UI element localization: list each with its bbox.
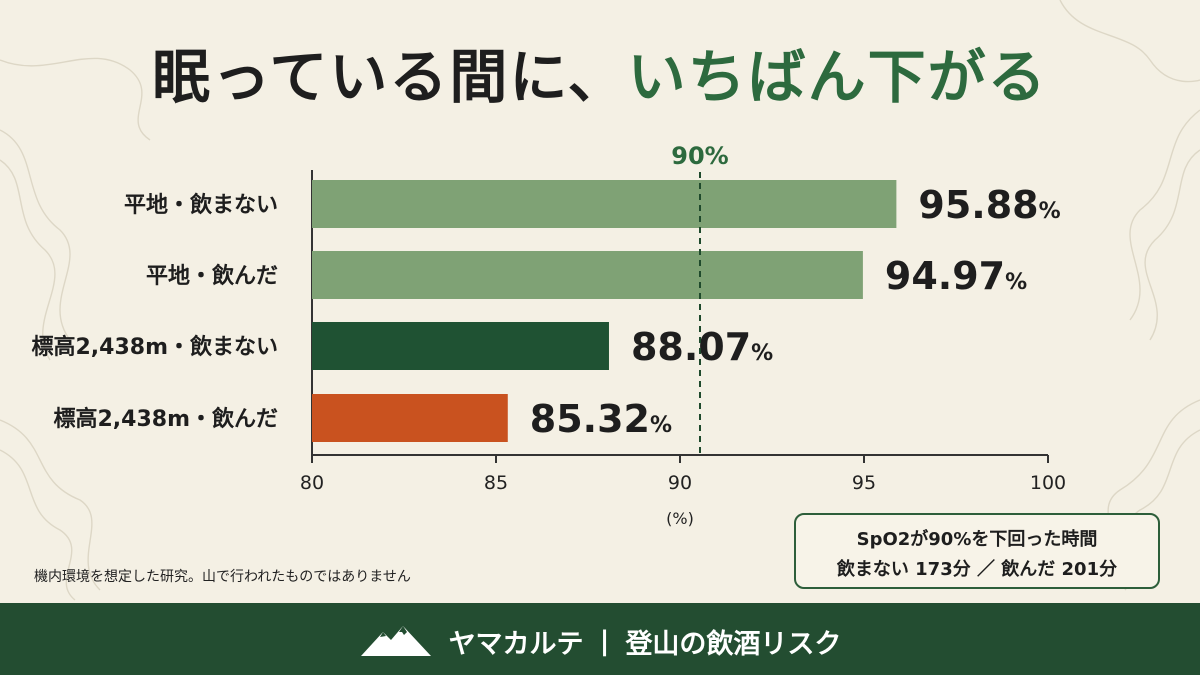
bar [312,394,508,442]
data-label-value: 85.32 [530,397,650,441]
footer-tagline: 登山の飲酒リスク [625,628,842,660]
data-label-unit: % [1039,199,1061,224]
category-label: 平地・飲んだ [146,263,278,289]
mountain-icon [359,624,433,658]
reference-line-label: 90% [671,142,728,170]
callout-line2: 飲まない 173分 ／ 飲んだ 201分 [836,559,1118,580]
data-label-unit: % [650,413,672,438]
data-label-unit: % [751,341,773,366]
data-label: 94.97% [885,254,1027,298]
x-tick-label: 80 [300,472,324,494]
title-part-main: 眠っている間に、 [152,43,628,111]
bar-chart: 80 85 90 95 100 (%) 平地・飲まない 95.88% 平地・飲んだ 94.97% 標… [31,142,1066,528]
data-label-value: 94.97 [885,254,1005,298]
page-title: 眠っている間に、いちばん下がる [0,30,1200,114]
category-label: 平地・飲まない [124,192,278,218]
callout-line1: SpO2が90%を下回った時間 [856,529,1098,550]
bar [312,180,897,228]
bar [312,322,609,370]
title-part-accent: いちばん下がる [627,43,1048,111]
callout-box: SpO2が90%を下回った時間 飲まない 173分 ／ 飲んだ 201分 [794,513,1160,589]
footer-bar: ヤマカルテ | 登山の飲酒リスク [0,603,1200,675]
category-label: 標高2,438m・飲まない [31,334,278,360]
data-label-unit: % [1005,270,1027,295]
category-label: 標高2,438m・飲んだ [53,406,278,432]
data-label-value: 95.88 [918,183,1038,227]
data-label: 88.07% [631,325,773,369]
data-label: 95.88% [918,183,1060,227]
x-axis-label: (%) [666,509,694,528]
footer-separator: | [599,625,610,657]
bar [312,251,863,299]
data-label: 85.32% [530,397,672,441]
data-label-value: 88.07 [631,325,751,369]
x-tick-label: 100 [1030,472,1066,494]
x-tick-label: 90 [668,472,692,494]
x-tick-label: 85 [484,472,508,494]
x-tick-label: 95 [852,472,876,494]
footer-brand: ヤマカルテ [448,628,584,660]
footnote: 機内環境を想定した研究。山で行われたものではありません [34,569,411,585]
